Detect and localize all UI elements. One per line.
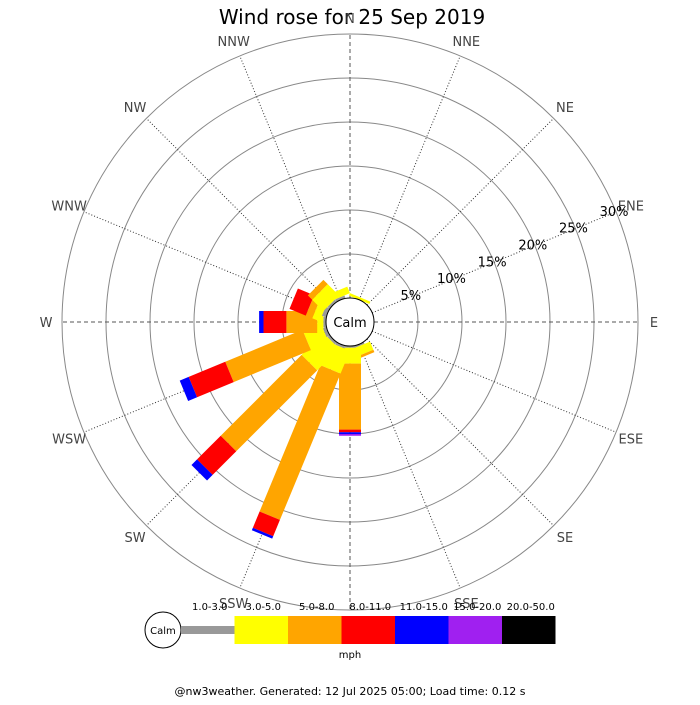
grid-ring xyxy=(61,33,639,611)
bar-ssw-bin-4 xyxy=(251,527,274,539)
grid-spoke-nw xyxy=(145,117,334,306)
legend-bin-label: 5.0-8.0 xyxy=(299,602,334,613)
bar-sse-bin-0 xyxy=(354,342,365,348)
grid-spoke-wnw xyxy=(83,211,329,314)
direction-label-n: N xyxy=(345,12,355,27)
legend-bin-label: 1.0-3.0 xyxy=(192,602,227,613)
wind-bars xyxy=(179,279,375,539)
bar-sw-bin-3 xyxy=(197,435,237,475)
legend-calm-label: Calm xyxy=(150,626,176,637)
bar-wsw-bin-0 xyxy=(322,326,330,338)
direction-label-ese: ESE xyxy=(619,432,644,447)
bar-nnw-bin-0 xyxy=(335,295,346,302)
bar-ssw-bin-0 xyxy=(335,342,346,349)
bar-wsw-bin-4 xyxy=(179,376,198,401)
bar-wsw-bin-2 xyxy=(225,329,311,383)
ring-label: 20% xyxy=(518,238,547,253)
legend-bin-label: 20.0-50.0 xyxy=(507,602,555,613)
bar-wsw-bin-3 xyxy=(188,361,234,398)
polar-grid: NNNENEENEEESESESSESSSWSWWSWWWNWNWNNW xyxy=(40,12,659,635)
direction-label-nne: NNE xyxy=(452,35,480,50)
direction-label-sw: SW xyxy=(124,531,145,546)
bar-sw-bin-0 xyxy=(327,335,337,345)
grid-spoke-ne xyxy=(366,117,555,306)
bar-w-bin-4 xyxy=(259,311,264,333)
calm-circle xyxy=(325,297,375,347)
bar-nw-bin-0 xyxy=(327,299,337,309)
legend: Calm mph 1.0-3.0 3.0-5.0 5.0-8.0 8.0-11.0 11… xyxy=(144,602,556,661)
grid-ring xyxy=(193,165,507,479)
grid-spoke-nnw xyxy=(239,55,342,301)
bar-nne-bin-1 xyxy=(349,293,371,305)
bar-sw-bin-4 xyxy=(191,459,213,481)
legend-swatch-0 xyxy=(181,626,235,634)
direction-label-ene: ENE xyxy=(618,200,644,215)
ring-label: 25% xyxy=(559,222,588,237)
bar-s-bin-4 xyxy=(339,432,361,434)
legend-swatch-5 xyxy=(448,616,502,644)
ring-label: 30% xyxy=(600,205,629,220)
direction-label-wsw: WSW xyxy=(52,432,86,447)
chart-title: Wind rose for 25 Sep 2019 xyxy=(219,5,485,29)
ring-labels: 5% 10% 15% 20% 25% 30% xyxy=(401,205,629,304)
bar-nw-bin-1 xyxy=(312,284,339,311)
legend-swatch-6 xyxy=(502,616,556,644)
legend-swatch-3 xyxy=(341,616,395,644)
grid-spoke-se xyxy=(366,338,555,527)
ring-label: 5% xyxy=(401,289,422,304)
legend-swatch-1 xyxy=(234,616,288,644)
legend-bin-label: 11.0-15.0 xyxy=(400,602,448,613)
grid-spoke-nne xyxy=(358,55,461,301)
legend-bin-label: 15.0-20.0 xyxy=(453,602,501,613)
grid-spoke-sse xyxy=(358,343,461,589)
direction-label-se: SE xyxy=(557,531,573,546)
legend-swatch-4 xyxy=(395,616,449,644)
direction-label-nw: NW xyxy=(124,101,147,116)
bar-s-bin-0 xyxy=(345,346,355,348)
bar-ssw-bin-2 xyxy=(259,365,341,520)
bar-s-bin-5 xyxy=(339,434,361,436)
calm-label: Calm xyxy=(333,316,366,331)
direction-label-wnw: WNW xyxy=(51,200,87,215)
legend-swatch-2 xyxy=(288,616,342,644)
legend-units-label: mph xyxy=(339,650,361,661)
grid-spoke-ese xyxy=(371,330,617,433)
direction-label-e: E xyxy=(650,316,658,331)
grid-spoke-ene xyxy=(371,211,617,314)
direction-label-w: W xyxy=(40,316,53,331)
ring-label: 15% xyxy=(478,255,507,270)
footer-text: @nw3weather. Generated: 12 Jul 2025 05:0… xyxy=(175,685,526,698)
bar-sw-bin-1 xyxy=(301,333,339,371)
calm-circle-group: Calm xyxy=(325,297,375,347)
bar-nw-bin-2 xyxy=(307,279,328,300)
legend-bin-label: 3.0-5.0 xyxy=(246,602,281,613)
direction-label-ssw: SSW xyxy=(219,597,249,612)
bar-nnw-bin-1 xyxy=(326,286,350,302)
legend-bin-label: 8.0-11.0 xyxy=(349,602,391,613)
ring-label: 10% xyxy=(437,272,466,287)
bar-wnw-bin-0 xyxy=(321,306,330,318)
direction-label-nnw: NNW xyxy=(218,35,250,50)
bar-s-bin-3 xyxy=(339,429,361,433)
bar-sw-bin-2 xyxy=(220,354,318,452)
bar-w-bin-3 xyxy=(263,311,287,333)
bar-s-bin-2 xyxy=(339,363,361,430)
direction-label-sse: SSE xyxy=(454,597,479,612)
direction-label-ne: NE xyxy=(556,101,574,116)
bar-ssw-bin-3 xyxy=(252,511,280,537)
bar-w-bin-0 xyxy=(323,317,327,327)
